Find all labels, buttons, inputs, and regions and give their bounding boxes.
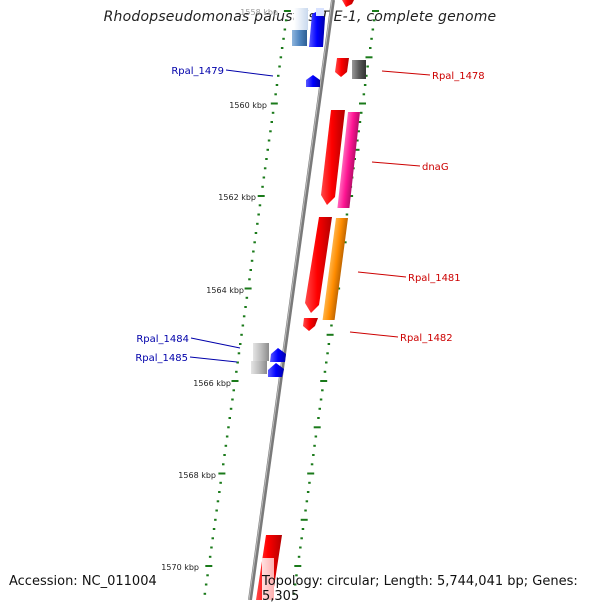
- gene-label-rpal-1478[interactable]: Rpal_1478: [432, 71, 485, 82]
- scale-label: 1558 kbp: [240, 8, 278, 17]
- gene-dnag[interactable]: [337, 112, 360, 208]
- scale-ticks-left: [203, 10, 291, 595]
- gene-pink-bottom[interactable]: [262, 558, 274, 600]
- gene-rpal-1478-arrow[interactable]: [335, 58, 349, 77]
- leader-rpal-1482: [349, 331, 399, 338]
- gene-label-dnag[interactable]: dnaG: [422, 162, 449, 173]
- leader-rpal-1479: [225, 69, 274, 77]
- accession-text: Accession: NC_011004: [9, 574, 157, 589]
- gene-red-2[interactable]: [305, 217, 332, 313]
- gene-rpal-1485[interactable]: [268, 363, 284, 377]
- gene-label-rpal-1484[interactable]: Rpal_1484: [136, 334, 189, 345]
- leader-rpal-1484: [190, 337, 241, 349]
- gene-label-rpal-1485[interactable]: Rpal_1485: [135, 353, 188, 364]
- gene-blue-top[interactable]: [309, 10, 325, 47]
- scale-label: 1564 kbp: [206, 286, 244, 295]
- scale-label: 1568 kbp: [178, 471, 216, 480]
- gene-label-rpal-1479[interactable]: Rpal_1479: [171, 66, 224, 77]
- genome-backbone: [248, 0, 335, 600]
- leader-rpal-1485: [189, 356, 238, 363]
- gene-label-rpal-1482[interactable]: Rpal_1482: [400, 333, 453, 344]
- leader-rpal-1478: [381, 70, 431, 76]
- gene-rpal-1479[interactable]: [306, 75, 320, 87]
- leader-rpal-1481: [357, 271, 407, 278]
- scale-label: 1570 kbp: [161, 563, 199, 572]
- gene-pale-top-2[interactable]: [316, 8, 324, 16]
- leader-dnag: [371, 161, 421, 167]
- scale-label: 1562 kbp: [218, 193, 256, 202]
- gene-label-rpal-1481[interactable]: Rpal_1481: [408, 273, 461, 284]
- gene-red-1[interactable]: [321, 110, 345, 205]
- gene-steel-top[interactable]: [292, 30, 307, 46]
- gene-plus-top-partial[interactable]: [342, 0, 354, 7]
- gene-grey-2[interactable]: [251, 361, 267, 374]
- scale-label: 1560 kbp: [229, 101, 267, 110]
- gene-rpal-1482[interactable]: [303, 318, 318, 331]
- gene-rpal-1484[interactable]: [270, 348, 286, 362]
- gene-pale-top[interactable]: [294, 8, 308, 30]
- genome-backbone-highlight: [248, 0, 333, 600]
- scale-label: 1566 kbp: [193, 379, 231, 388]
- gene-grey-1[interactable]: [253, 343, 269, 361]
- gene-rpal-1478[interactable]: [352, 60, 366, 79]
- gene-rpal-1481[interactable]: [322, 218, 348, 320]
